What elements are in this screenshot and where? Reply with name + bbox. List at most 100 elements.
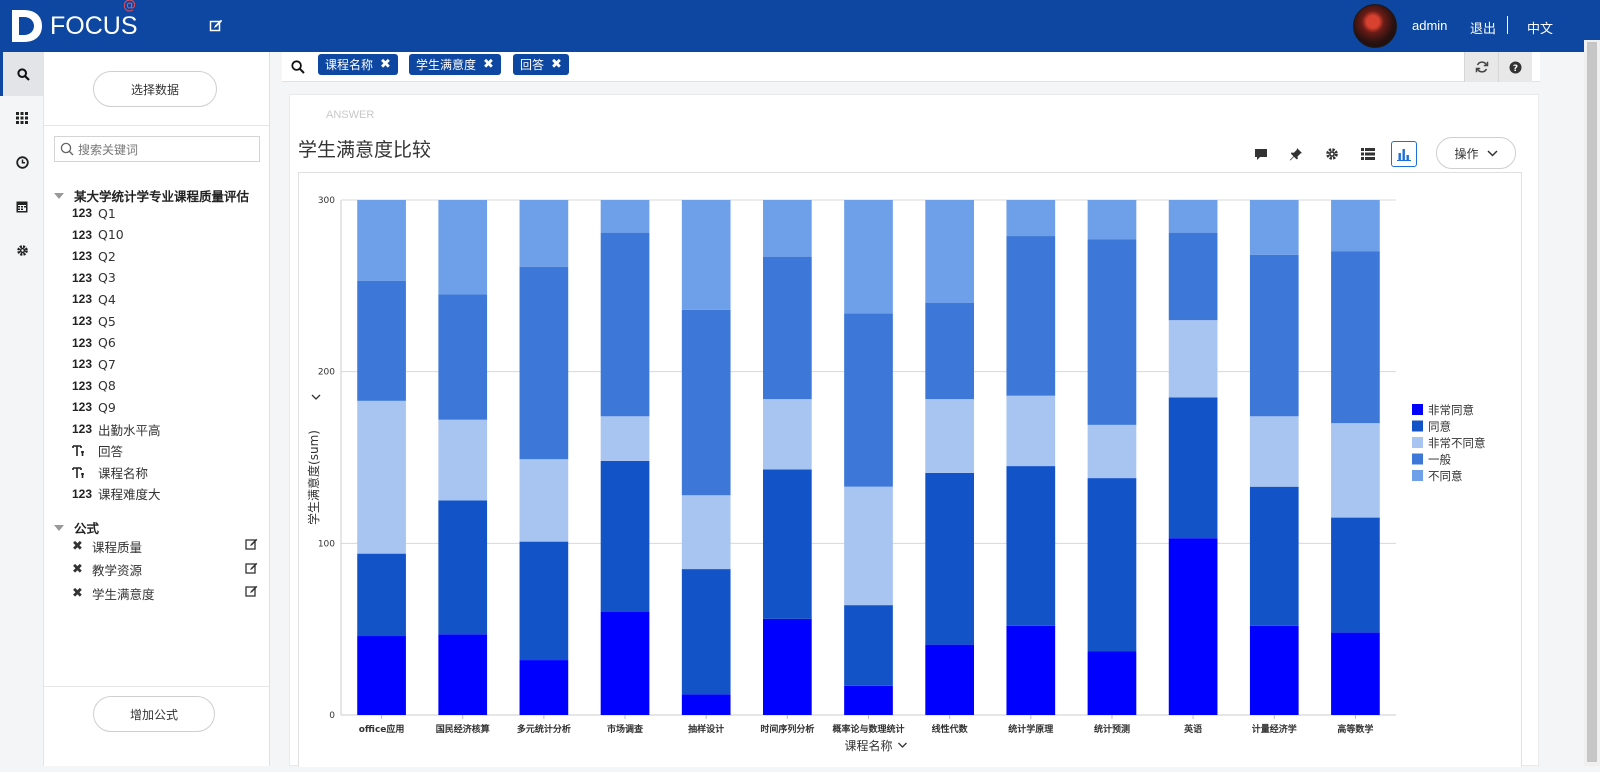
edit-formula-icon[interactable] xyxy=(245,538,258,554)
keyword-search[interactable]: 搜索关键词 xyxy=(54,136,260,162)
formula-heading: 公式 xyxy=(74,521,100,536)
bar-segment xyxy=(357,200,406,281)
bar-segment xyxy=(600,200,650,233)
bar-segment xyxy=(681,495,731,570)
edit-formula-icon[interactable] xyxy=(245,585,258,601)
search-bar[interactable]: 课程名称 ✖ 学生满意度 ✖ 回答 ✖ ? xyxy=(282,52,1540,82)
panel-divider xyxy=(44,125,270,126)
field-item[interactable]: 123 出勤水平高 xyxy=(72,419,161,439)
field-item[interactable]: 123 Q2 xyxy=(72,246,116,266)
y-tick-label: 300 xyxy=(318,196,335,206)
refresh-button[interactable] xyxy=(1464,52,1498,82)
remove-chip-icon[interactable]: ✖ xyxy=(380,57,391,72)
logout-link[interactable]: 退出 xyxy=(1470,21,1497,36)
field-name: Q5 xyxy=(98,313,116,329)
bar-segment xyxy=(519,660,569,715)
nav-settings[interactable] xyxy=(0,228,44,272)
bar-segment xyxy=(681,200,731,310)
user-name[interactable]: admin xyxy=(1412,18,1448,33)
search-chip[interactable]: 学生满意度 ✖ xyxy=(409,54,501,75)
nav-calendar[interactable] xyxy=(0,184,44,228)
bar-segment xyxy=(763,200,812,257)
field-item[interactable]: 123 Q6 xyxy=(72,333,116,353)
bar-segment xyxy=(1249,416,1299,487)
x-tick-label: 国民经济核算 xyxy=(436,723,490,735)
field-item[interactable]: 123 Q4 xyxy=(72,289,116,309)
help-button[interactable]: ? xyxy=(1498,52,1532,82)
bar-segment xyxy=(438,634,488,715)
field-item[interactable]: 回答 xyxy=(72,441,123,461)
field-name: Q2 xyxy=(98,248,116,264)
chart-settings-button[interactable] xyxy=(1319,141,1345,167)
edit-icon[interactable] xyxy=(209,19,223,33)
search-chip[interactable]: 回答 ✖ xyxy=(513,54,569,75)
svg-text:?: ? xyxy=(1513,64,1518,74)
bar-segment xyxy=(1006,395,1056,467)
remove-chip-icon[interactable]: ✖ xyxy=(483,57,494,72)
formula-item[interactable]: ✖ 课程质量 xyxy=(72,535,258,557)
answer-label: ANSWER xyxy=(326,109,375,121)
nav-search[interactable] xyxy=(0,52,44,96)
remove-chip-icon[interactable]: ✖ xyxy=(551,57,562,72)
select-data-button[interactable]: 选择数据 xyxy=(93,71,217,107)
field-name: Q8 xyxy=(98,378,116,394)
field-item[interactable]: 123 Q3 xyxy=(72,268,116,288)
legend-label: 非常不同意 xyxy=(1428,436,1486,450)
field-type: 123 xyxy=(72,270,93,285)
y-axis-chevron-icon xyxy=(311,394,321,400)
bar-segment xyxy=(925,472,974,645)
top-header: FOCUS @ admin 退出 中文 xyxy=(0,0,1600,52)
nav-history[interactable] xyxy=(0,140,44,184)
nav-grid[interactable] xyxy=(0,96,44,140)
delete-formula-icon[interactable]: ✖ xyxy=(72,538,83,554)
scrollbar-thumb[interactable] xyxy=(1587,42,1597,762)
chart-view-button[interactable] xyxy=(1391,141,1417,167)
text-type-icon xyxy=(72,444,98,457)
comment-button[interactable] xyxy=(1248,141,1274,167)
field-item[interactable]: 123 Q5 xyxy=(72,311,116,331)
bar-segment xyxy=(925,200,974,303)
bar-segment xyxy=(1168,232,1218,321)
search-icon xyxy=(17,67,30,81)
bar-segment xyxy=(1087,478,1137,652)
x-tick-label: office应用 xyxy=(359,723,405,735)
table-view-button[interactable] xyxy=(1355,141,1381,167)
pin-button[interactable] xyxy=(1283,141,1309,167)
formula-node[interactable]: 公式 xyxy=(54,518,99,537)
add-formula-button[interactable]: 增加公式 xyxy=(93,696,215,732)
field-item[interactable]: 123 课程难度大 xyxy=(72,484,161,504)
page-scrollbar[interactable] xyxy=(1584,40,1600,766)
field-type: 123 xyxy=(72,249,93,264)
field-item[interactable]: 123 Q10 xyxy=(72,225,124,245)
bar-segment xyxy=(1331,423,1380,518)
bar-segment xyxy=(519,200,569,267)
formula-item[interactable]: ✖ 教学资源 xyxy=(72,559,258,581)
calendar-icon xyxy=(16,201,28,212)
bar-segment xyxy=(681,569,731,695)
x-tick-label: 抽样设计 xyxy=(688,723,724,735)
stacked-bar-chart: 0 100 200 300 office应用 国民经济核算 多元统计分析 市场调查 抽样设计 时间… xyxy=(306,196,1486,753)
field-item[interactable]: 123 Q8 xyxy=(72,376,116,396)
field-type: 123 xyxy=(72,292,93,307)
delete-formula-icon[interactable]: ✖ xyxy=(72,562,83,577)
avatar[interactable] xyxy=(1353,4,1397,48)
dataset-node[interactable]: 某大学统计学专业课程质量评估 xyxy=(54,186,249,205)
field-item[interactable]: 123 Q9 xyxy=(72,397,116,417)
field-item[interactable]: 123 Q7 xyxy=(72,354,116,374)
edit-formula-icon[interactable] xyxy=(245,562,258,578)
bar-segment xyxy=(925,644,974,715)
logo[interactable]: FOCUS xyxy=(10,8,138,44)
search-chip[interactable]: 课程名称 ✖ xyxy=(318,54,398,75)
field-name: Q4 xyxy=(98,291,116,307)
bar-segment xyxy=(763,469,812,619)
bar-segment xyxy=(1331,517,1380,633)
language-link[interactable]: 中文 xyxy=(1527,21,1554,36)
data-panel: 选择数据 搜索关键词 某大学统计学专业课程质量评估 123 Q1 123 Q10 123… xyxy=(44,52,270,766)
field-item[interactable]: 123 Q1 xyxy=(72,203,116,223)
field-item[interactable]: 课程名称 xyxy=(72,462,148,482)
delete-formula-icon[interactable]: ✖ xyxy=(72,585,83,601)
operate-dropdown[interactable]: 操作 xyxy=(1436,137,1516,169)
gear-icon xyxy=(1326,148,1338,160)
formula-name: 课程质量 xyxy=(92,539,143,555)
formula-item[interactable]: ✖ 学生满意度 xyxy=(72,582,258,604)
